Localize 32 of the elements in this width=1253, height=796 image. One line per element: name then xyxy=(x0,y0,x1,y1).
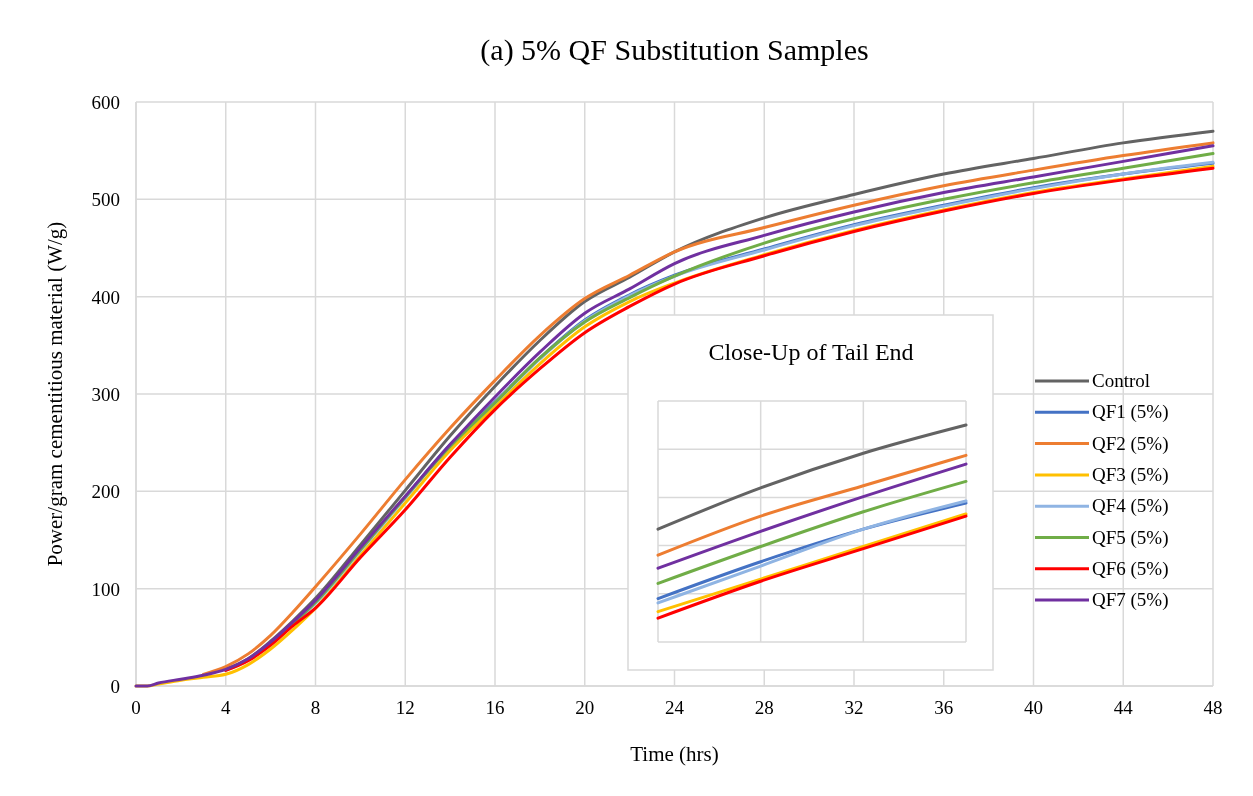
x-tick-label: 4 xyxy=(221,697,231,718)
y-tick-label: 200 xyxy=(91,481,120,503)
x-tick-label: 12 xyxy=(395,697,415,718)
x-tick-label: 28 xyxy=(754,697,774,718)
y-tick-label: 500 xyxy=(91,189,120,211)
x-tick-label: 8 xyxy=(310,697,321,718)
x-tick-label: 36 xyxy=(934,697,954,718)
chart-title: (a) 5% QF Substitution Samples xyxy=(480,33,869,67)
legend-label: QF2 (5%) xyxy=(1092,432,1169,455)
x-tick-label: 48 xyxy=(1203,697,1223,718)
y-tick-label: 600 xyxy=(91,92,120,113)
legend-label: QF5 (5%) xyxy=(1092,526,1169,549)
y-tick-label: 400 xyxy=(91,286,120,308)
x-tick-label: 44 xyxy=(1113,697,1134,718)
x-tick-label: 24 xyxy=(665,697,685,718)
y-tick-label: 0 xyxy=(110,676,120,697)
legend-label: Control xyxy=(1092,370,1151,391)
legend-label: QF6 (5%) xyxy=(1092,557,1169,580)
y-tick-label: 300 xyxy=(91,384,120,405)
x-tick-label: 0 xyxy=(131,697,141,718)
legend-label: QF7 (5%) xyxy=(1092,589,1169,612)
y-tick-label: 100 xyxy=(91,578,120,600)
x-tick-label: 16 xyxy=(485,697,505,718)
x-tick-label: 20 xyxy=(575,697,595,718)
x-tick-label: 32 xyxy=(844,697,864,718)
legend-label: QF1 (5%) xyxy=(1092,401,1169,424)
legend-label: QF3 (5%) xyxy=(1092,463,1169,486)
x-tick-label: 40 xyxy=(1024,697,1043,718)
legend-label: QF4 (5%) xyxy=(1092,495,1169,518)
x-axis-title: Time (hrs) xyxy=(630,742,719,766)
chart-title: Close-Up of Tail End xyxy=(708,339,914,365)
y-axis-title: Power/gram cementitious material (W/g) xyxy=(43,221,67,567)
